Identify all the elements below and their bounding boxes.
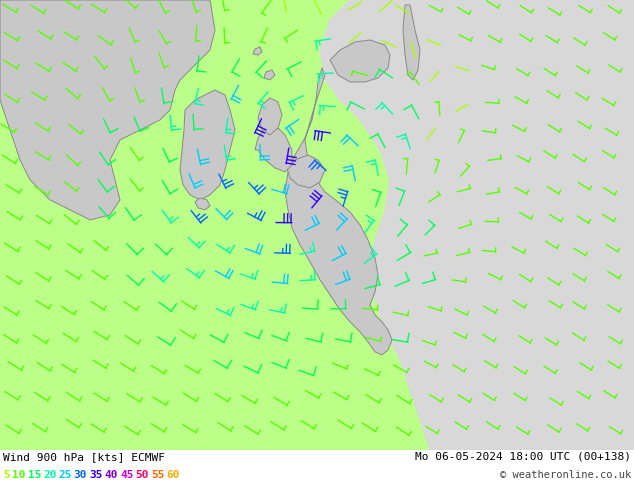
- Polygon shape: [195, 198, 210, 210]
- Text: 20: 20: [43, 470, 56, 480]
- Polygon shape: [330, 40, 390, 82]
- Polygon shape: [320, 0, 634, 450]
- Text: 50: 50: [136, 470, 149, 480]
- Polygon shape: [253, 47, 262, 55]
- Text: 60: 60: [166, 470, 179, 480]
- Polygon shape: [285, 68, 392, 355]
- Text: 40: 40: [105, 470, 118, 480]
- Polygon shape: [403, 5, 420, 80]
- Polygon shape: [255, 125, 292, 172]
- Polygon shape: [287, 155, 325, 188]
- Text: 10: 10: [12, 470, 26, 480]
- Polygon shape: [180, 90, 235, 200]
- Text: 15: 15: [28, 470, 41, 480]
- Text: 25: 25: [58, 470, 72, 480]
- Text: 45: 45: [120, 470, 134, 480]
- Text: 30: 30: [74, 470, 87, 480]
- Text: 5: 5: [3, 470, 10, 480]
- Text: © weatheronline.co.uk: © weatheronline.co.uk: [500, 470, 631, 480]
- Text: Mo 06-05-2024 18:00 UTC (00+138): Mo 06-05-2024 18:00 UTC (00+138): [415, 452, 631, 462]
- Text: Wind 900 hPa [kts] ECMWF: Wind 900 hPa [kts] ECMWF: [3, 452, 165, 462]
- Text: 55: 55: [151, 470, 164, 480]
- Polygon shape: [258, 98, 282, 135]
- Polygon shape: [0, 0, 215, 220]
- Text: 35: 35: [89, 470, 103, 480]
- Polygon shape: [264, 70, 275, 80]
